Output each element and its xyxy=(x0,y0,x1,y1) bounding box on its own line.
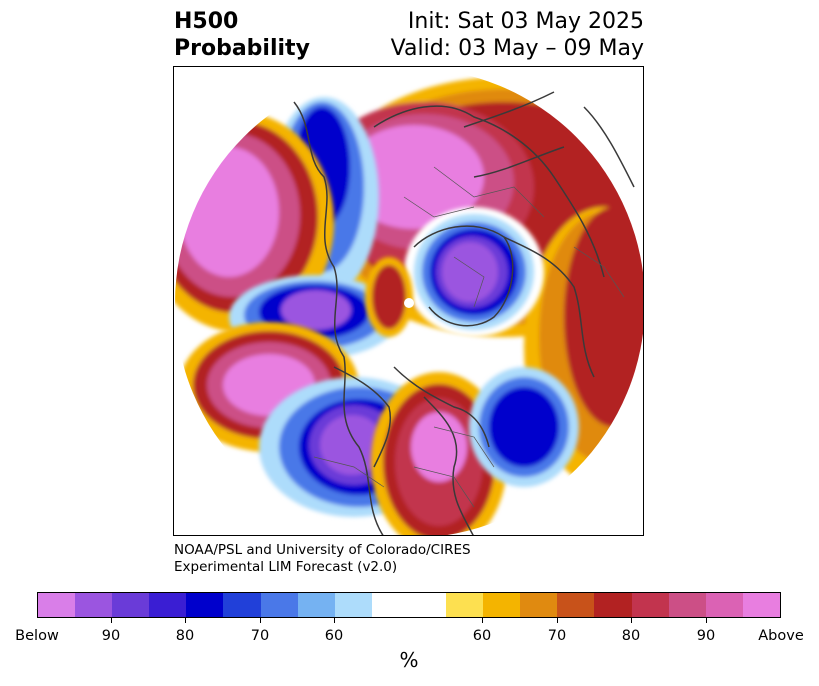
variable-title: H500 Probability xyxy=(174,8,310,62)
colorbar-swatch xyxy=(75,593,113,617)
colorbar-tick-label: 70 xyxy=(250,628,270,644)
colorbar-swatch xyxy=(631,593,669,617)
colorbar-tick-mark xyxy=(185,618,186,623)
colorbar-tick-label: 70 xyxy=(547,628,567,644)
colorbar-tick-label: 90 xyxy=(101,628,121,644)
valid-dates: Valid: 03 May – 09 May xyxy=(390,36,644,61)
colorbar-tick-label: 80 xyxy=(175,628,195,644)
probability-map-graphic xyxy=(175,68,643,535)
colorbar xyxy=(37,592,781,618)
colorbar-tick-label: Above xyxy=(758,628,804,644)
colorbar-swatch xyxy=(297,593,335,617)
colorbar-tick-mark xyxy=(482,618,483,623)
colorbar-swatch xyxy=(260,593,298,617)
colorbar-swatch xyxy=(223,593,261,617)
credit-line-1: NOAA/PSL and University of Colorado/CIRE… xyxy=(174,542,471,558)
colorbar-tick-label: 60 xyxy=(472,628,492,644)
colorbar-tick-label: Below xyxy=(15,628,59,644)
colorbar-swatch xyxy=(186,593,224,617)
colorbar-tick-label: 60 xyxy=(324,628,344,644)
coastlines xyxy=(293,91,635,535)
colorbar-swatch xyxy=(149,593,187,617)
colorbar-swatch xyxy=(38,593,76,617)
colorbar-tick-mark xyxy=(631,618,632,623)
colorbar-tick-label: 90 xyxy=(696,628,716,644)
colorbar-unit: % xyxy=(399,648,419,672)
probability-shading xyxy=(175,68,643,535)
colorbar-swatch xyxy=(334,593,372,617)
colorbar-tick-mark xyxy=(706,618,707,623)
init-date: Init: Sat 03 May 2025 xyxy=(407,9,644,34)
colorbar-swatch xyxy=(668,593,706,617)
colorbar-tick-mark xyxy=(557,618,558,623)
political-borders xyxy=(313,166,625,508)
colorbar-tick-label: 80 xyxy=(621,628,641,644)
colorbar-swatch xyxy=(483,593,521,617)
colorbar-swatch xyxy=(742,593,780,617)
colorbar-swatch xyxy=(112,593,150,617)
colorbar-swatch xyxy=(371,593,447,617)
credit-line-2: Experimental LIM Forecast (v2.0) xyxy=(174,559,398,575)
colorbar-tick-mark xyxy=(111,618,112,623)
colorbar-swatch xyxy=(557,593,595,617)
colorbar-tick-mark xyxy=(334,618,335,623)
title-line-probability: Probability xyxy=(174,36,310,61)
colorbar-swatch xyxy=(446,593,484,617)
colorbar-swatch xyxy=(520,593,558,617)
title-line-h500: H500 xyxy=(174,9,239,34)
colorbar-tick-mark xyxy=(260,618,261,623)
date-title: Init: Sat 03 May 2025 Valid: 03 May – 09… xyxy=(391,8,644,62)
colorbar-swatch xyxy=(594,593,632,617)
credit-text: NOAA/PSL and University of Colorado/CIRE… xyxy=(174,542,471,576)
colorbar-swatch xyxy=(705,593,743,617)
polar-map xyxy=(173,66,644,536)
